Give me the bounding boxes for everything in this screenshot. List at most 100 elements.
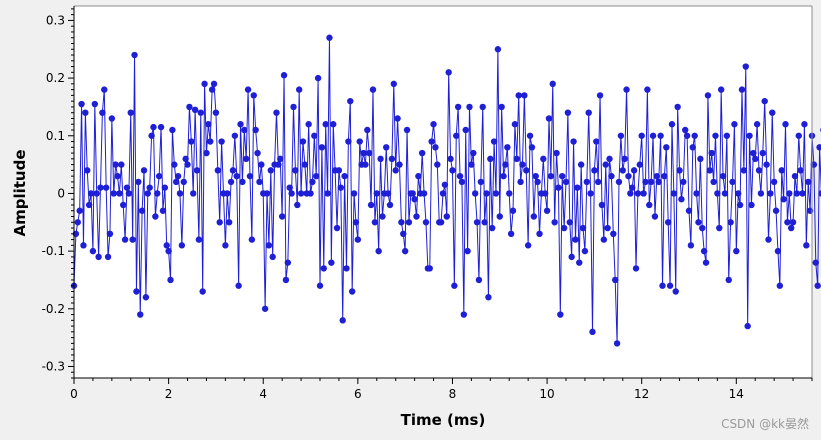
data-point <box>345 138 352 145</box>
data-point <box>657 132 664 139</box>
data-point <box>348 288 356 295</box>
data-point <box>530 213 538 220</box>
data-point <box>371 219 379 226</box>
data-point <box>583 178 591 186</box>
axis-layer: 0 2 4 6 8 10 12 14 -0.3 -0.2 -0.1 0 0.1 0.2 0.3 <box>42 5 813 401</box>
data-point <box>224 190 231 197</box>
data-point <box>697 155 704 163</box>
data-point <box>812 259 819 266</box>
data-point <box>524 242 532 249</box>
data-point <box>765 236 772 243</box>
data-point <box>364 126 371 134</box>
data-point <box>178 242 186 249</box>
data-point <box>547 172 555 180</box>
data-point <box>515 92 522 99</box>
data-point <box>333 224 341 232</box>
data-point <box>144 190 151 197</box>
data-point <box>330 121 337 128</box>
data-point <box>265 242 273 249</box>
data-point <box>137 311 144 318</box>
data-point <box>210 80 218 88</box>
data-point <box>647 178 655 186</box>
data-point <box>700 247 708 255</box>
data-point <box>699 224 706 232</box>
y-tick-label: -0.2 <box>42 302 65 316</box>
data-point <box>689 144 696 151</box>
data-point <box>630 167 638 174</box>
data-point <box>523 167 530 174</box>
data-point <box>390 80 397 88</box>
data-point <box>629 184 636 191</box>
data-point <box>356 138 363 145</box>
data-point <box>693 190 700 197</box>
data-point <box>719 172 727 180</box>
data-point <box>477 178 485 186</box>
data-point <box>778 167 785 174</box>
data-point <box>155 172 163 180</box>
data-point <box>649 132 657 139</box>
data-point <box>415 172 422 180</box>
data-point <box>498 103 505 111</box>
data-point <box>483 190 490 197</box>
data-point <box>545 115 553 122</box>
data-point <box>129 236 136 243</box>
data-point <box>528 144 536 151</box>
data-point <box>789 219 797 226</box>
data-point <box>780 196 787 203</box>
data-point <box>146 184 153 191</box>
data-point <box>409 190 416 197</box>
data-point <box>640 190 647 197</box>
data-point <box>663 144 670 151</box>
data-point <box>644 86 651 93</box>
data-point <box>506 190 513 197</box>
data-point <box>454 103 462 111</box>
data-point <box>636 161 643 168</box>
data-point <box>114 172 121 180</box>
data-point <box>208 86 216 93</box>
data-point <box>521 92 528 99</box>
data-point <box>579 224 587 232</box>
data-point <box>140 167 148 174</box>
data-point <box>683 132 691 139</box>
data-point <box>186 103 193 111</box>
data-point <box>341 172 348 180</box>
data-point <box>460 311 468 318</box>
data-point <box>403 126 411 134</box>
data-point <box>347 97 354 105</box>
data-point <box>753 121 761 128</box>
data-point <box>447 155 454 163</box>
x-tick-label: 0 <box>70 387 78 401</box>
data-point <box>294 201 301 209</box>
watermark-text: CSDN @kk晏然 <box>721 417 809 431</box>
data-point <box>116 190 123 197</box>
data-point <box>691 132 698 139</box>
data-point <box>102 184 110 191</box>
data-point <box>814 282 821 289</box>
data-point <box>678 196 685 203</box>
data-point <box>216 219 223 226</box>
data-point <box>572 236 579 243</box>
data-point <box>254 149 261 157</box>
data-point <box>723 132 731 139</box>
data-point <box>664 219 672 226</box>
data-point <box>91 100 99 108</box>
data-point <box>261 305 269 312</box>
data-point <box>430 121 437 128</box>
data-point <box>411 196 418 203</box>
data-point <box>449 167 456 174</box>
data-point <box>481 219 488 226</box>
data-point <box>750 149 757 157</box>
data-point <box>218 138 225 145</box>
data-point <box>195 236 203 243</box>
data-point <box>784 219 791 226</box>
y-tick-label: -0.1 <box>42 244 65 258</box>
data-point <box>570 138 577 145</box>
data-point <box>252 126 259 134</box>
data-point <box>322 121 329 128</box>
data-point <box>246 172 254 180</box>
data-point <box>184 161 191 168</box>
data-point <box>197 109 204 116</box>
data-point <box>269 253 276 261</box>
data-point <box>458 178 466 186</box>
data-point <box>131 51 138 59</box>
